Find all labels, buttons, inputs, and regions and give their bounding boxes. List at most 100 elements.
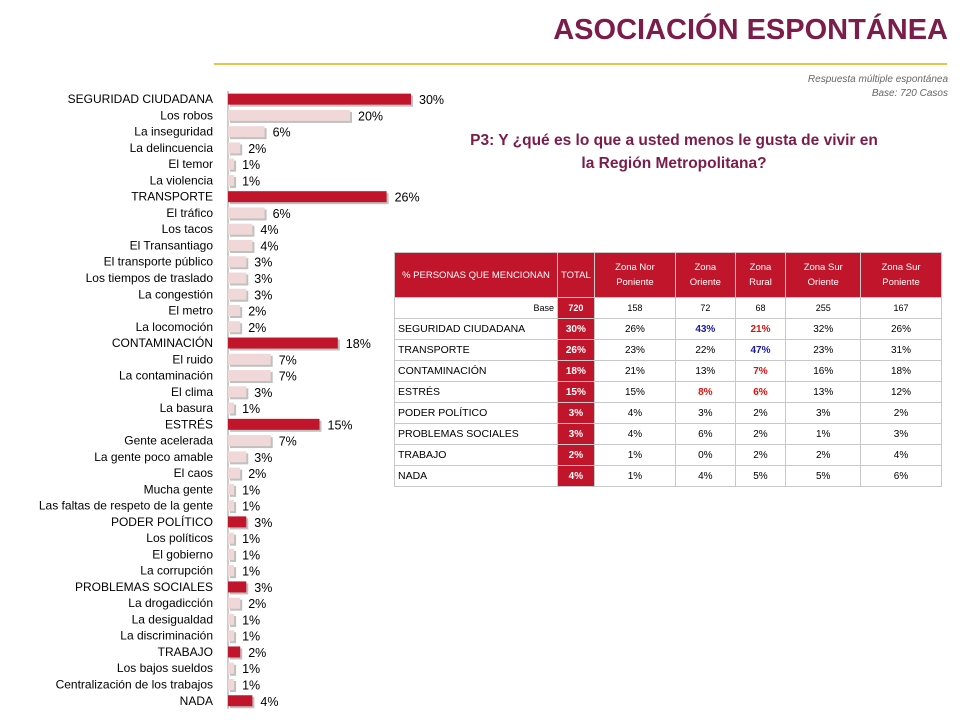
row-label: ESTRÉS [394,381,558,403]
bar-sub [228,272,247,284]
value-label: 1% [242,678,260,692]
zone-cell: 43% [675,318,736,340]
zone-cell: 2% [734,402,787,424]
zone-cell: 6% [860,465,942,487]
category-label: Los tiempos de traslado [86,271,214,285]
zone-cell: 3% [785,402,862,424]
value-label: 6% [273,207,291,221]
zone-cell: 2% [734,444,787,466]
value-label: 3% [254,272,272,286]
value-label: 1% [242,402,260,416]
category-label: NADA [180,694,213,708]
row-label: TRABAJO [394,444,558,466]
value-label: 1% [242,565,260,579]
zone-table: % PERSONAS QUE MENCIONAN TOTAL Zona Nor … [394,252,942,487]
bar-sub [228,223,253,235]
page-title: ASOCIACIÓN ESPONTÁNEA [553,14,948,46]
category-label: Los tacos [162,222,213,236]
bar-sub [228,548,235,560]
value-label: 2% [248,142,266,156]
value-label: 3% [254,256,272,270]
category-label: Las faltas de respeto de la gente [39,499,213,513]
category-label: TRANSPORTE [131,190,213,204]
bar-main [228,93,411,105]
total-cell: 18% [557,360,595,382]
bar-sub [228,451,247,463]
value-label: 2% [248,467,266,481]
category-label: La delincuencia [130,141,214,155]
category-label: Los políticos [146,531,213,545]
row-label: SEGURIDAD CIUDADANA [394,318,558,340]
bar-sub [228,321,241,333]
bar-main [228,337,338,349]
bar-sub [228,353,271,365]
value-label: 3% [254,288,272,302]
bar-sub [228,305,241,317]
category-label: ESTRÉS [165,416,213,431]
bar-sub [228,678,235,690]
zone-cell: 23% [593,339,677,361]
zone-cell: 1% [785,423,862,445]
category-label: Centralización de los trabajos [56,677,213,691]
bar-sub [228,158,235,170]
bar-sub [228,174,235,186]
table-row: TRABAJO 2% 1% 0% 2% 2% 4% [394,444,942,466]
category-label: La congestión [138,287,213,301]
table-row: PROBLEMAS SOCIALES 3% 4% 6% 2% 1% 3% [394,423,942,445]
category-label: La gente poco amable [94,450,213,464]
zone-cell: 21% [734,318,787,340]
value-label: 3% [254,581,272,595]
header-cell: % PERSONAS QUE MENCIONAN [394,252,558,298]
bar-main [228,516,247,528]
value-label: 1% [242,483,260,497]
title-underline [214,63,947,65]
base-cell: 68 [734,297,787,319]
category-label: La violencia [150,173,214,187]
value-label: 4% [260,223,278,237]
bar-sub [228,239,253,251]
base-cell: 167 [860,297,942,319]
survey-question: P3: Y ¿qué es lo que a usted menos le gu… [470,132,878,172]
category-label: La discriminación [120,629,213,643]
total-cell: 30% [557,318,595,340]
bar-sub [228,370,271,382]
base-cell: 720 [557,297,595,319]
zone-cell: 7% [734,360,787,382]
zone-cell: 0% [675,444,736,466]
value-label: 2% [248,646,266,660]
zone-cell: 8% [675,381,736,403]
bar-sub [228,386,247,398]
zone-cell: 18% [860,360,942,382]
zone-cell: 21% [593,360,677,382]
row-label: PROBLEMAS SOCIALES [394,423,558,445]
category-label: El clima [171,385,213,399]
zone-cell: 26% [860,318,942,340]
category-label: El metro [168,304,213,318]
category-label: El caos [174,466,213,480]
value-label: 1% [242,662,260,676]
note-base: Base: 720 Casos [871,88,948,99]
value-label: 1% [242,500,260,514]
bar-main [228,695,253,707]
category-label: La basura [160,401,214,415]
total-cell: 3% [557,423,595,445]
category-label: SEGURIDAD CIUDADANA [68,92,213,106]
zone-cell: 22% [675,339,736,361]
category-label: La contaminación [119,369,213,383]
zone-cell: 5% [734,465,787,487]
total-cell: 26% [557,339,595,361]
value-label: 30% [419,93,444,107]
category-label: Gente acelerada [124,434,213,448]
value-label: 3% [254,451,272,465]
value-label: 26% [395,191,420,205]
bar-sub [228,402,235,414]
bar-sub [228,288,247,300]
category-label: TRABAJO [158,645,213,659]
bar-sub [228,565,235,577]
value-label: 7% [279,435,297,449]
zone-cell: 4% [593,423,677,445]
value-label: 1% [242,548,260,562]
value-label: 2% [248,305,266,319]
zone-cell: 32% [785,318,862,340]
base-cell: 255 [785,297,862,319]
